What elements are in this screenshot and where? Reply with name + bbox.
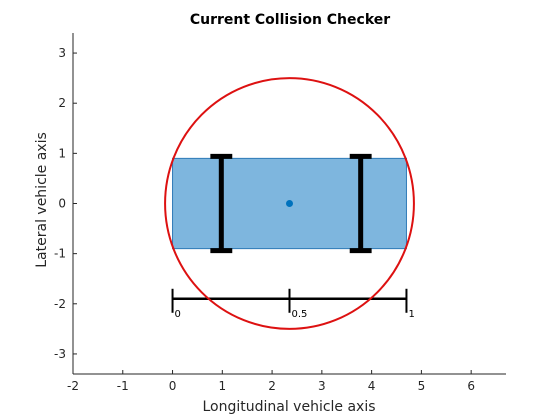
x-tick-label: -2 [67,379,79,393]
y-tick-label: 2 [58,96,66,110]
x-tick-label: 5 [418,379,426,393]
chart-title: Current Collision Checker [190,12,390,28]
x-tick-label: -1 [117,379,129,393]
x-tick-label: 6 [467,379,475,393]
collision-circle-layer [164,77,415,330]
x-tick-label: 4 [368,379,376,393]
y-axis-label: Lateral vehicle axis [34,132,50,268]
y-tick-label: -3 [54,347,66,361]
scale-bar: 0 0.5 1 [171,288,415,320]
collision-circle [164,77,415,330]
scale-bar-label: 1 [408,309,414,320]
x-tick-label: 3 [318,379,326,393]
x-axis-ticks: -2 -1 0 1 2 3 4 5 6 [67,370,475,393]
y-tick-label: 0 [58,197,66,211]
x-tick-label: 0 [169,379,177,393]
scale-bar-label: 0 [175,309,181,320]
y-tick-label: -1 [54,247,66,261]
x-tick-label: 2 [268,379,276,393]
axle-layer [210,153,372,254]
x-axis-label: Longitudinal vehicle axis [202,399,375,415]
y-tick-label: -2 [54,297,66,311]
y-axis-ticks: -3 -2 -1 0 1 2 3 [54,46,77,361]
y-tick-label: 3 [58,46,66,60]
x-tick-label: 1 [218,379,226,393]
scale-bar-label: 0.5 [292,309,308,320]
vehicle-center-point [286,200,293,207]
center-point-layer [286,200,293,207]
y-tick-label: 1 [58,146,66,160]
